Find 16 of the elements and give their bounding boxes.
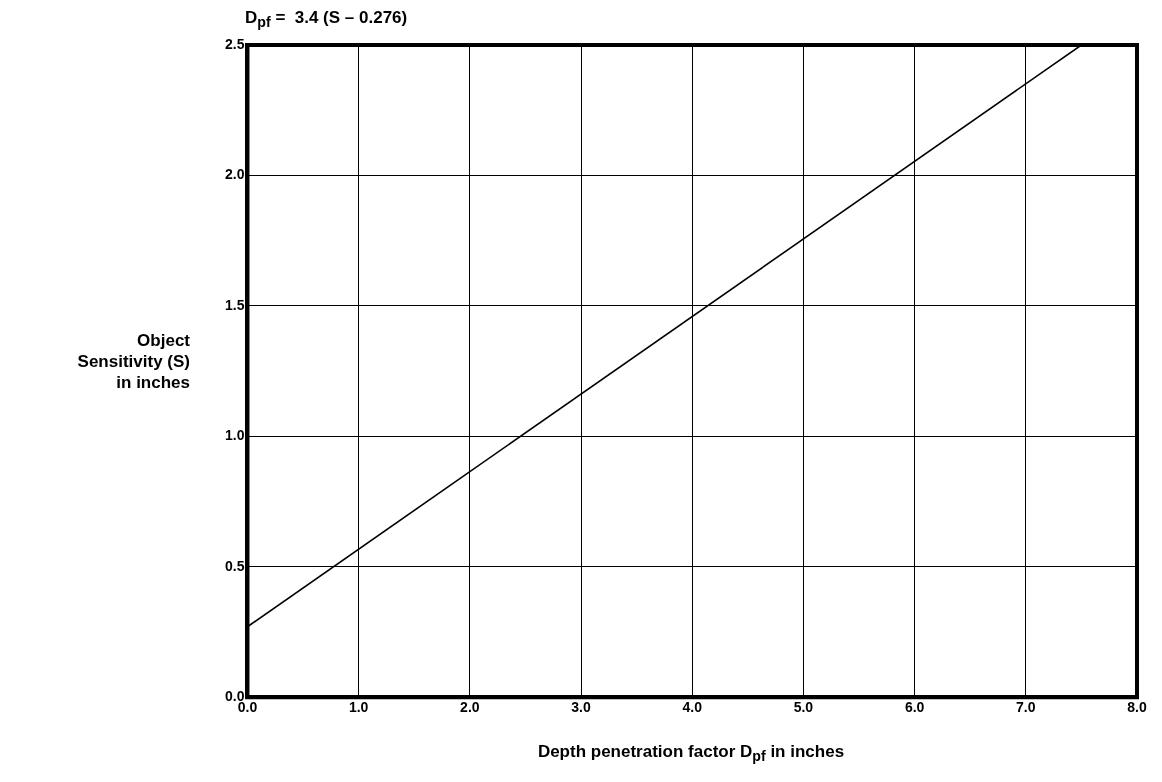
x-tick-label: 7.0 bbox=[1016, 699, 1036, 716]
x-tick-label: 2.0 bbox=[460, 699, 480, 716]
x-tick-label: 4.0 bbox=[682, 699, 703, 716]
x-tick-label: 5.0 bbox=[793, 699, 814, 716]
y-tick-label: 2.0 bbox=[224, 166, 245, 183]
y-tick-label: 2.5 bbox=[224, 35, 245, 52]
y-tick-label: 1.5 bbox=[224, 296, 245, 313]
x-tick-label: 1.0 bbox=[348, 699, 369, 716]
y-tick-label: 1.0 bbox=[224, 427, 245, 444]
chart-title: D$_{pf}$ = 3.4 (S – 0.276) bbox=[245, 8, 408, 31]
x-tick-label: 3.0 bbox=[571, 699, 591, 716]
x-tick-label: 6.0 bbox=[904, 699, 925, 716]
y-axis-title: Object Sensitivity (S) in inches bbox=[76, 330, 190, 393]
x-axis-title: Depth penetration factor D$_{pf}$ in inches bbox=[536, 742, 846, 765]
y-tick-label: 0.5 bbox=[224, 557, 245, 574]
x-tick-label: 8.0 bbox=[1127, 699, 1147, 716]
